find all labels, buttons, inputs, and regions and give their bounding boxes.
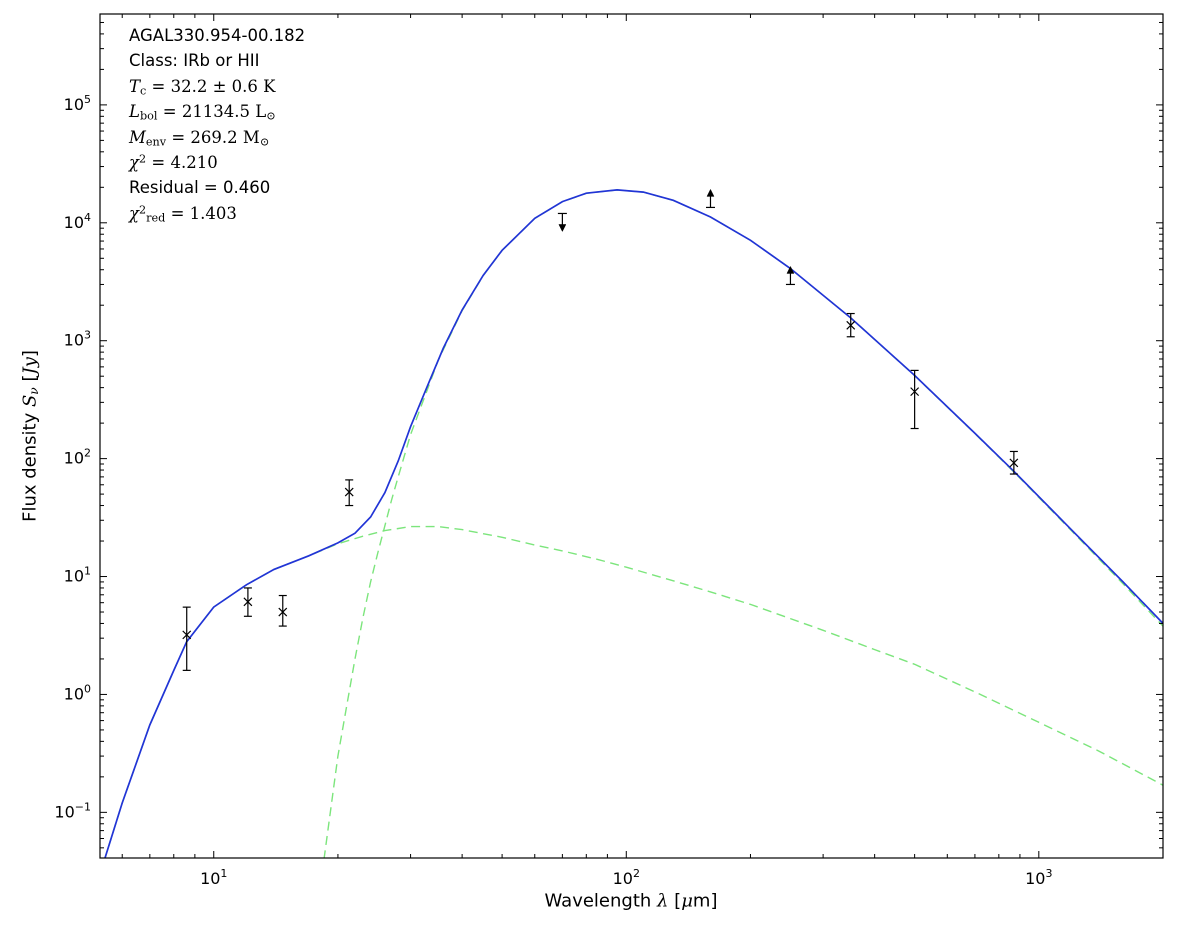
text-segment: S — [19, 394, 41, 408]
data-point — [182, 606, 192, 671]
annotation-line: AGAL330.954-00.182 — [129, 26, 305, 51]
text-segment: [ — [19, 374, 41, 388]
text-segment: Residual = 0.460 — [129, 178, 271, 198]
text-segment: = 32.2 ± 0.6 K — [146, 76, 276, 96]
text-segment: ⊙ — [259, 135, 270, 149]
warm-component-curve — [104, 525, 1163, 858]
x-axis-label: Wavelength λ [μm] — [545, 891, 718, 912]
data-point — [557, 212, 567, 233]
x-marker — [910, 387, 920, 397]
text-segment: AGAL330.954-00.182 — [129, 26, 306, 45]
total-model-curve — [104, 189, 1163, 858]
text-segment: = 4.210 — [146, 152, 218, 172]
x-tick-label: 101 — [200, 867, 227, 888]
text-segment: M — [129, 127, 146, 147]
text-segment: bol — [139, 109, 158, 123]
text-segment: χ — [129, 203, 139, 223]
x-marker — [243, 597, 253, 607]
text-segment: red — [146, 211, 166, 225]
annotation-line: Class: IRb or HII — [129, 51, 305, 76]
text-segment: Class: IRb or HII — [129, 51, 260, 71]
data-point — [243, 587, 253, 617]
text-segment: Flux density — [19, 407, 41, 522]
text-segment: ] — [19, 350, 41, 358]
plot-frame — [99, 13, 1164, 859]
x-marker — [278, 607, 288, 617]
y-tick-label: 100 — [64, 682, 91, 703]
x-tick-label: 102 — [613, 867, 640, 888]
text-segment: T — [129, 76, 141, 96]
text-segment: = 1.403 — [165, 203, 237, 223]
x-marker — [846, 320, 856, 330]
text-segment: 2 — [139, 203, 147, 217]
text-segment: = 21134.5 L — [157, 102, 267, 122]
text-segment: 2 — [139, 152, 147, 166]
annotation-line: Residual = 0.460 — [129, 178, 305, 203]
text-segment: [ — [668, 890, 682, 912]
text-segment: ⊙ — [266, 109, 276, 123]
text-segment: χ — [129, 152, 139, 172]
model-curves — [104, 189, 1163, 858]
text-segment: env — [145, 135, 167, 149]
data-point — [344, 479, 354, 507]
text-segment: m] — [692, 890, 718, 912]
text-segment: μ — [681, 890, 693, 912]
lower-limit-marker — [705, 188, 715, 209]
tick-labels: 101 102 103 10−1 100 101 102 103 104 105 — [54, 93, 1052, 888]
y-tick-label: 104 — [64, 211, 91, 232]
text-segment: L — [129, 102, 140, 122]
text-segment: Wavelength — [544, 890, 658, 912]
data-point — [278, 594, 288, 627]
text-segment: λ — [657, 890, 669, 912]
y-axis-label: Flux density Sν [Jy] — [19, 350, 42, 522]
x-marker — [344, 487, 354, 497]
x-marker — [182, 630, 192, 640]
data-point — [705, 188, 715, 209]
fit-parameters-annotation: AGAL330.954-00.182 Class: IRb or HII Tc = … — [129, 26, 305, 229]
data-point — [785, 265, 795, 286]
data-point — [1009, 450, 1019, 475]
lower-limit-marker — [785, 265, 795, 286]
axis-ticks — [100, 14, 1164, 858]
y-tick-label: 10−1 — [54, 800, 91, 821]
annotation-line: χ2 = 4.210 — [129, 153, 305, 178]
data-point — [846, 312, 856, 338]
text-segment: c — [140, 84, 147, 98]
upper-limit-marker — [557, 212, 567, 233]
data-points — [182, 188, 1019, 671]
text-segment: ν — [27, 387, 42, 395]
x-tick-label: 103 — [1025, 867, 1052, 888]
y-tick-label: 102 — [64, 447, 91, 468]
x-marker — [1009, 458, 1019, 468]
text-segment: Jy — [19, 357, 41, 375]
annotation-line: Tc = 32.2 ± 0.6 K — [129, 77, 305, 102]
y-tick-label: 103 — [64, 329, 91, 350]
annotation-line: Lbol = 21134.5 L⊙ — [129, 102, 305, 127]
annotation-line: Menv = 269.2 M⊙ — [129, 128, 305, 153]
annotation-line: χ2red = 1.403 — [129, 204, 305, 229]
y-tick-label: 105 — [64, 93, 91, 114]
data-point — [910, 369, 920, 430]
y-tick-label: 101 — [64, 565, 91, 586]
cold-envelope-component-curve — [323, 189, 1163, 858]
text-segment: = 269.2 M — [166, 127, 260, 147]
